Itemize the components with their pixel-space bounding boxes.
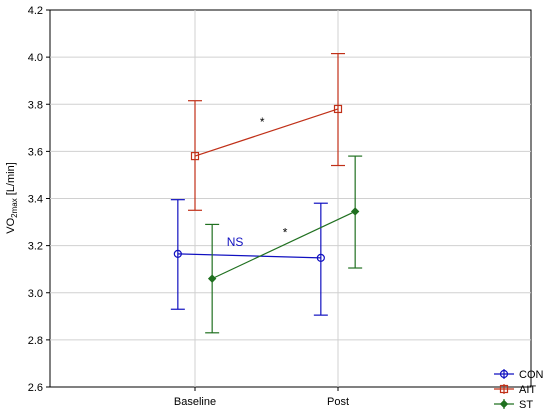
series-ait	[188, 52, 345, 211]
x-axis: Baseline Post	[174, 387, 349, 408]
x-tick-label: Post	[327, 396, 349, 408]
y-tick-label: 3.8	[28, 99, 43, 111]
legend-label: ST	[519, 399, 533, 411]
y-axis-title-main: VO	[5, 217, 17, 233]
annotation: *	[283, 226, 288, 240]
series-line	[194, 108, 339, 157]
y-axis-title-unit: [L/min]	[5, 162, 17, 198]
data-point	[207, 274, 217, 283]
y-axis: 2.6 2.8 3.0 3.2 3.4 3.6 3.8 4.0 4.2	[28, 5, 50, 394]
data-point	[173, 249, 182, 258]
legend-marker	[499, 384, 509, 394]
series-con	[170, 199, 328, 316]
legend-label: AIT	[519, 384, 536, 396]
series-layer	[170, 52, 363, 334]
annotations: NS * *	[227, 115, 288, 249]
legend-marker	[499, 369, 509, 379]
legend-marker	[499, 399, 509, 409]
y-axis-title: VO2max [L/min]	[5, 162, 19, 234]
data-point	[350, 207, 360, 216]
data-point	[333, 104, 343, 114]
y-tick-label: 4.2	[28, 5, 43, 17]
series-line	[211, 210, 356, 280]
data-point	[316, 253, 325, 262]
grid	[50, 10, 531, 387]
series-line	[177, 253, 321, 259]
annotation: *	[260, 115, 265, 129]
y-tick-label: 3.6	[28, 146, 43, 158]
y-tick-label: 2.8	[28, 335, 43, 347]
legend-item-ait: AIT	[494, 384, 536, 396]
x-tick-label: Baseline	[174, 396, 216, 408]
legend: CON AIT ST	[494, 369, 544, 411]
y-axis-title-subscript: 2max	[10, 198, 19, 218]
legend-item-st: ST	[494, 399, 533, 411]
y-tick-label: 4.0	[28, 52, 43, 64]
y-tick-label: 2.6	[28, 382, 43, 394]
series-st	[205, 155, 363, 334]
legend-label: CON	[519, 369, 544, 381]
y-tick-label: 3.0	[28, 288, 43, 300]
y-tick-label: 3.4	[28, 194, 43, 206]
annotation: NS	[227, 235, 244, 249]
data-point	[190, 151, 200, 161]
legend-item-con: CON	[494, 369, 544, 381]
y-tick-label: 3.2	[28, 241, 43, 253]
